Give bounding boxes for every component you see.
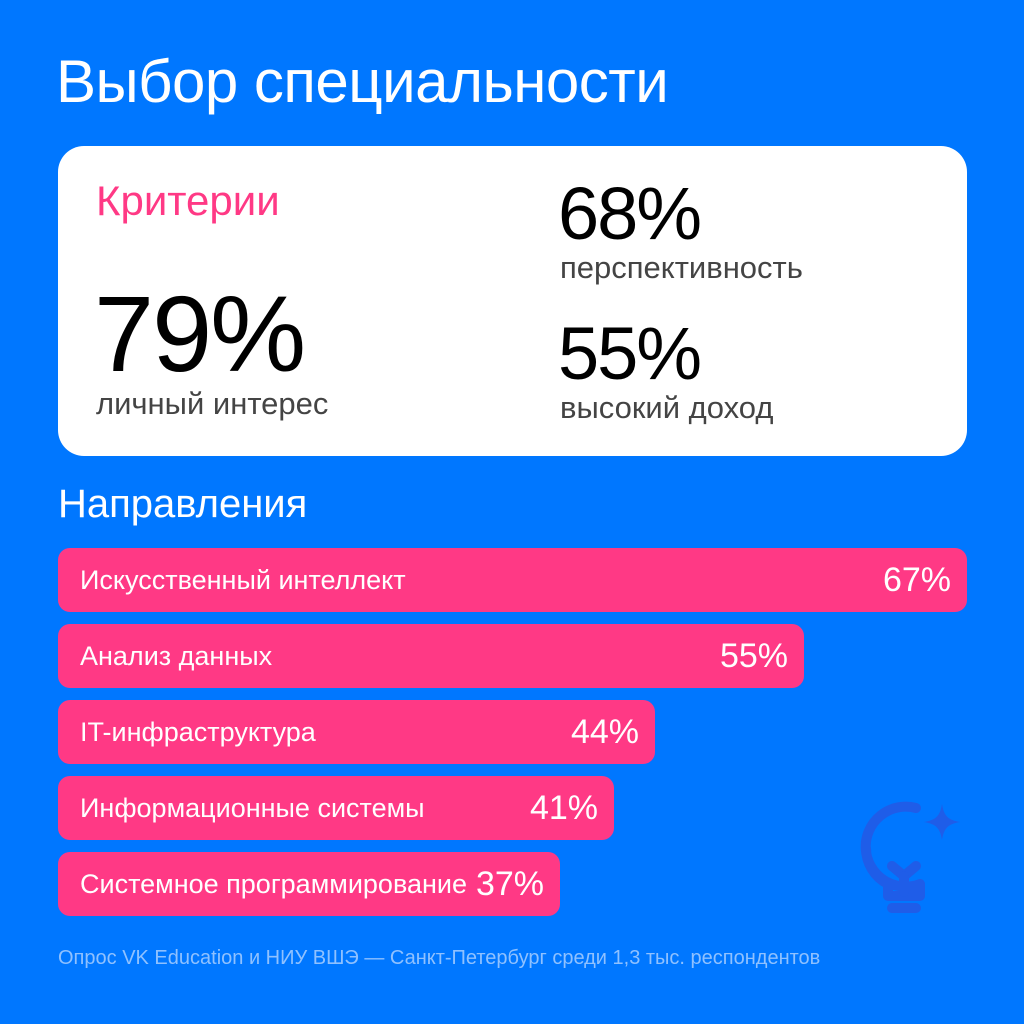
bar-value-label: 44%: [570, 713, 639, 751]
bar-value-label: 37%: [475, 865, 544, 903]
criterion-label-high-income: высокий доход: [560, 390, 774, 425]
bar: Системное программирование 37%: [58, 852, 560, 916]
bar: Анализ данных 55%: [58, 624, 804, 688]
criterion-value-prospects: 68%: [558, 172, 702, 255]
bar-category-label: Искусственный интеллект: [80, 565, 406, 595]
criterion-value-high-income: 55%: [558, 312, 702, 395]
bar-category-label: IT-инфраструктура: [80, 717, 316, 747]
criterion-label-prospects: перспективность: [560, 250, 803, 285]
criteria-card: Критерии 79% личный интерес 68% перспект…: [58, 146, 967, 456]
page-title: Выбор специальности: [56, 48, 669, 115]
bar-value-label: 67%: [882, 561, 951, 599]
directions-heading: Направления: [58, 482, 308, 526]
footnote: Опрос VK Education и НИУ ВШЭ — Санкт-Пет…: [58, 947, 821, 969]
bar-category-label: Системное программирование: [80, 869, 468, 899]
bar: Информационные системы 41%: [58, 776, 614, 840]
criteria-heading: Критерии: [96, 177, 280, 224]
criterion-value-personal-interest: 79%: [94, 273, 306, 394]
bar-value-label: 41%: [529, 789, 598, 827]
bar-category-label: Информационные системы: [80, 793, 425, 823]
bar-category-label: Анализ данных: [80, 641, 273, 671]
criterion-label-personal-interest: личный интерес: [96, 386, 329, 421]
bar: IT-инфраструктура 44%: [58, 700, 655, 764]
bar: Искусственный интеллект 67%: [58, 548, 967, 612]
lightbulb-sparkle-icon: [860, 801, 960, 913]
directions-bar-chart: Искусственный интеллект 67% Анализ данных 5…: [58, 548, 967, 918]
bar-value-label: 55%: [719, 637, 788, 675]
